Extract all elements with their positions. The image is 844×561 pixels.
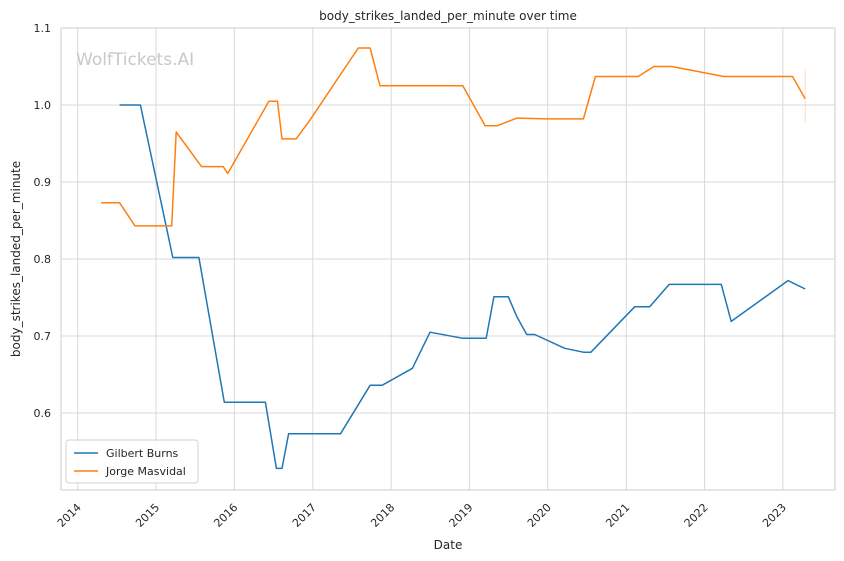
legend-label-jorge-masvidal: Jorge Masvidal (105, 465, 186, 478)
x-axis-title: Date (434, 538, 463, 552)
y-tick-label: 0.6 (34, 407, 52, 420)
y-tick-label: 0.7 (34, 330, 52, 343)
legend-label-gilbert-burns: Gilbert Burns (106, 447, 179, 460)
y-tick-label: 1.0 (34, 99, 52, 112)
legend: Gilbert Burns Jorge Masvidal (65, 439, 199, 484)
series (101, 47, 806, 470)
series-line-jorge-masvidal (101, 47, 806, 227)
legend-box (65, 439, 199, 484)
y-axis-title: body_strikes_landed_per_minute (9, 161, 23, 357)
y-tick-label: 0.8 (34, 253, 52, 266)
y-tick-label: 1.1 (34, 22, 52, 35)
plot-frame (60, 27, 836, 491)
series-line-gilbert-burns (119, 104, 806, 470)
watermark: WolfTickets.AI (76, 50, 194, 70)
chart-title: body_strikes_landed_per_minute over time (319, 9, 577, 23)
y-tick-label: 0.9 (34, 176, 52, 189)
